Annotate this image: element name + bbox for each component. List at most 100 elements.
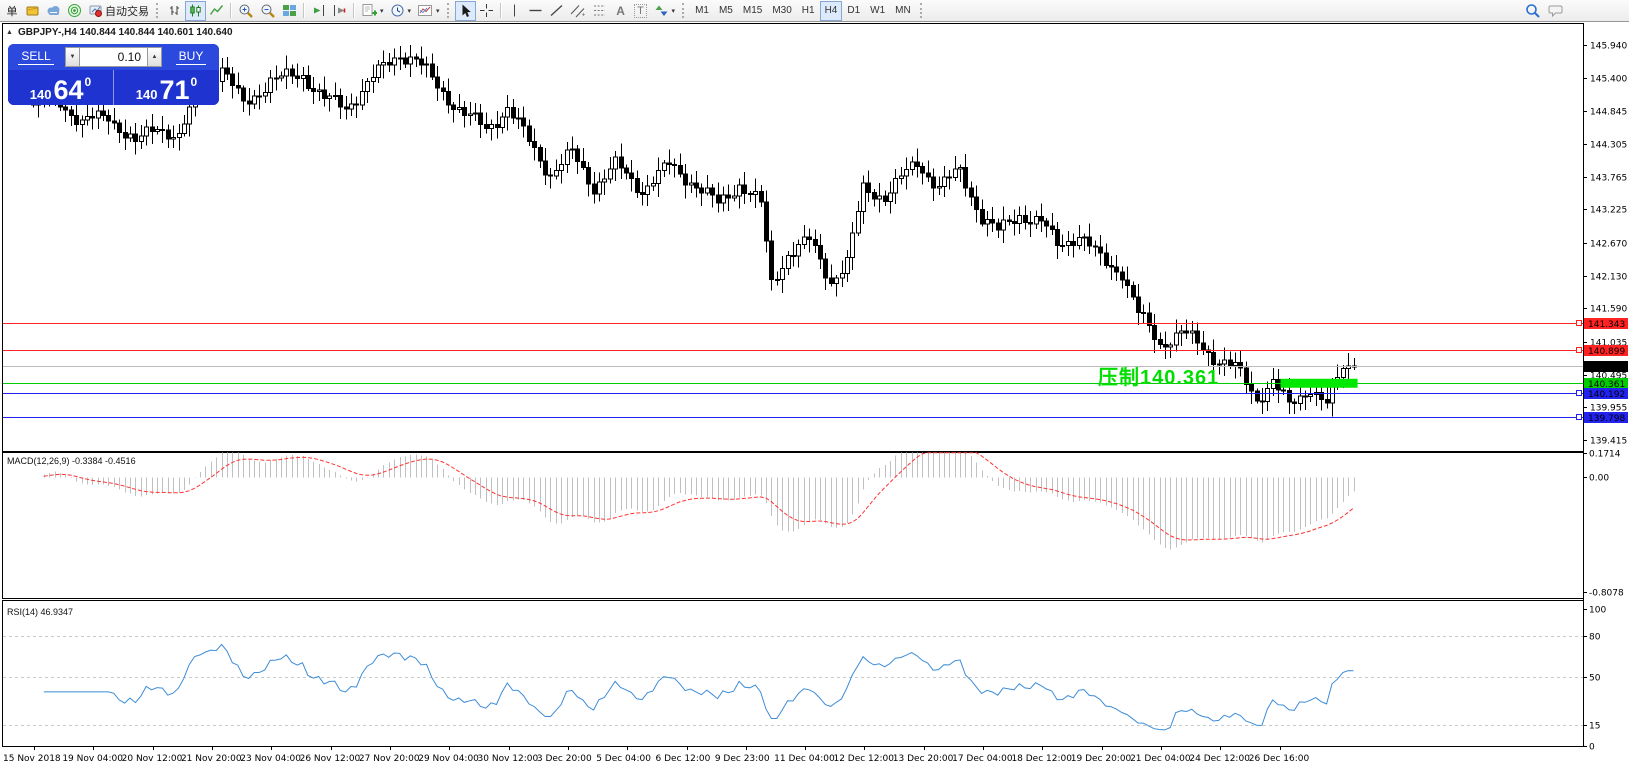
time-axis-label: 5 Dec 04:00 xyxy=(596,754,651,764)
cloud-chart-button[interactable] xyxy=(43,1,64,21)
time-axis-label: 26 Dec 16:00 xyxy=(1249,754,1310,764)
h-line-handle[interactable] xyxy=(1576,320,1582,326)
channel-button[interactable] xyxy=(567,1,589,21)
timeframe-d1-button[interactable]: D1 xyxy=(842,1,865,21)
rsi-axis-tick: 80 xyxy=(1589,633,1601,643)
trendline-icon xyxy=(550,5,562,16)
zoom-in-icon xyxy=(239,4,253,18)
horizontal-line-button[interactable] xyxy=(525,1,546,21)
template-button[interactable]: ▾ xyxy=(414,1,443,21)
price-axis-tick: 142.670 xyxy=(1590,240,1627,250)
line-chart-button[interactable] xyxy=(206,1,227,21)
chart-area: 145.940 145.400 144.845 144.305 143.765 143.2… xyxy=(0,22,1629,772)
add-indicator-button[interactable]: ▾ xyxy=(358,1,387,21)
toolbar-separator xyxy=(499,3,502,18)
auto-scroll-icon xyxy=(314,5,324,16)
zoom-out-button[interactable] xyxy=(257,1,279,21)
price-axis-tick: 143.225 xyxy=(1590,206,1627,216)
lot-size-input[interactable]: 0.10 xyxy=(80,47,147,67)
search-button[interactable] xyxy=(1522,1,1544,21)
timeframe-h1-button[interactable]: H1 xyxy=(797,1,820,21)
time-axis-label: 11 Dec 04:00 xyxy=(774,754,835,764)
fibonacci-button[interactable] xyxy=(589,1,611,21)
vertical-line-icon xyxy=(514,4,516,17)
shapes-button[interactable]: ▾ xyxy=(651,1,679,21)
notepad-button[interactable] xyxy=(22,1,43,21)
time-axis-label: 26 Nov 12:00 xyxy=(300,754,361,764)
timeframe-mn-button[interactable]: MN xyxy=(890,1,916,21)
collapse-icon[interactable]: ▲ xyxy=(6,29,13,36)
radar-button[interactable] xyxy=(64,1,85,21)
toolbar-grip xyxy=(446,3,451,18)
timeframe-m1-button[interactable]: M1 xyxy=(690,1,714,21)
sell-button[interactable]: SELL xyxy=(8,44,64,70)
sell-price-main: 140 xyxy=(29,87,52,102)
time-axis-label: 20 Nov 12:00 xyxy=(122,754,183,764)
timeframe-m30-button[interactable]: M30 xyxy=(767,1,796,21)
crosshair-icon xyxy=(479,4,493,17)
price-axis-tick: 145.940 xyxy=(1590,42,1627,52)
buy-button[interactable]: BUY xyxy=(163,44,219,70)
h-line-handle[interactable] xyxy=(1576,347,1582,353)
time-axis-label: 29 Nov 04:00 xyxy=(418,754,479,764)
rsi-indicator-label: RSI(14) 46.9347 xyxy=(7,607,74,617)
timeframe-m15-button[interactable]: M15 xyxy=(738,1,767,21)
one-click-trade-panel: SELL ▼ 0.10 ▲ BUY 140 64 0 140 71 0 xyxy=(8,44,219,105)
label-button[interactable]: T xyxy=(631,1,651,21)
macd-indicator-label: MACD(12,26,9) -0.3384 -0.4516 xyxy=(7,456,136,466)
lot-decrease-button[interactable]: ▼ xyxy=(65,47,80,67)
resistance-annotation: 压制140.361 xyxy=(1098,367,1220,389)
resistance-highlight-box[interactable] xyxy=(1280,378,1358,388)
chart-title-text: GBPJPY-,H4 140.844 140.844 140.601 140.6… xyxy=(17,27,233,38)
buy-label: BUY xyxy=(175,49,207,65)
h-line-handle[interactable] xyxy=(1576,390,1582,396)
candlestick-button[interactable] xyxy=(185,0,206,21)
sell-label: SELL xyxy=(18,49,54,65)
text-button[interactable]: A xyxy=(611,1,631,21)
line-chart-icon xyxy=(209,5,224,15)
periods-clock-button[interactable]: ▾ xyxy=(387,1,415,21)
price-axis-tick: 145.400 xyxy=(1590,75,1627,85)
chevron-down-icon: ▾ xyxy=(380,7,384,15)
chevron-down-icon: ▾ xyxy=(671,7,676,15)
price-tag: 139.798 xyxy=(1588,414,1625,424)
timeframe-w1-button[interactable]: W1 xyxy=(865,1,890,21)
time-axis-label: 18 Dec 12:00 xyxy=(1011,754,1072,764)
crosshair-button[interactable] xyxy=(476,1,497,21)
new-order-button[interactable]: 单 xyxy=(2,1,22,21)
chat-button[interactable] xyxy=(1544,1,1567,21)
macd-axis-tick: -0.8078 xyxy=(1589,589,1624,599)
trendline-button[interactable] xyxy=(546,1,567,21)
tile-windows-icon xyxy=(283,5,296,16)
sell-price-sup: 0 xyxy=(84,75,92,89)
chart-shift-button[interactable] xyxy=(329,1,350,21)
timeframe-group: M1 M5 M15 M30 H1 H4 D1 W1 MN xyxy=(690,0,916,21)
lot-size-control: ▼ 0.10 ▲ xyxy=(64,44,163,70)
zoom-out-icon xyxy=(261,4,275,18)
time-axis-label: 17 Dec 04:00 xyxy=(952,754,1013,764)
vertical-line-button[interactable] xyxy=(505,1,525,21)
buy-price[interactable]: 140 71 0 xyxy=(113,70,219,105)
periods-clock-icon xyxy=(391,4,404,17)
lot-increase-button[interactable]: ▲ xyxy=(147,47,162,67)
cloud-chart-icon xyxy=(47,6,60,15)
cursor-button[interactable] xyxy=(454,0,476,21)
chart-title: ▲ GBPJPY-,H4 140.844 140.844 140.601 140… xyxy=(6,27,233,38)
sell-price[interactable]: 140 64 0 xyxy=(8,70,113,105)
h-line-handle[interactable] xyxy=(1576,414,1582,420)
buy-price-main: 140 xyxy=(135,87,158,102)
timeframe-m5-button[interactable]: M5 xyxy=(714,1,738,21)
new-order-label: 单 xyxy=(6,5,18,18)
timeframe-h4-button[interactable]: H4 xyxy=(819,0,843,21)
auto-scroll-button[interactable] xyxy=(308,1,329,21)
time-axis-label: 3 Dec 20:00 xyxy=(537,754,592,764)
toolbar-grip xyxy=(682,3,686,18)
toolbar-separator xyxy=(303,3,305,18)
bar-chart-button[interactable] xyxy=(164,1,185,21)
chart-canvas[interactable]: 145.940 145.400 144.845 144.305 143.765 143.2… xyxy=(0,22,1629,772)
zoom-in-button[interactable] xyxy=(235,1,257,21)
bar-chart-icon xyxy=(170,6,179,15)
autotrading-button[interactable]: 自动交易 xyxy=(85,1,152,21)
tile-windows-button[interactable] xyxy=(279,1,300,21)
